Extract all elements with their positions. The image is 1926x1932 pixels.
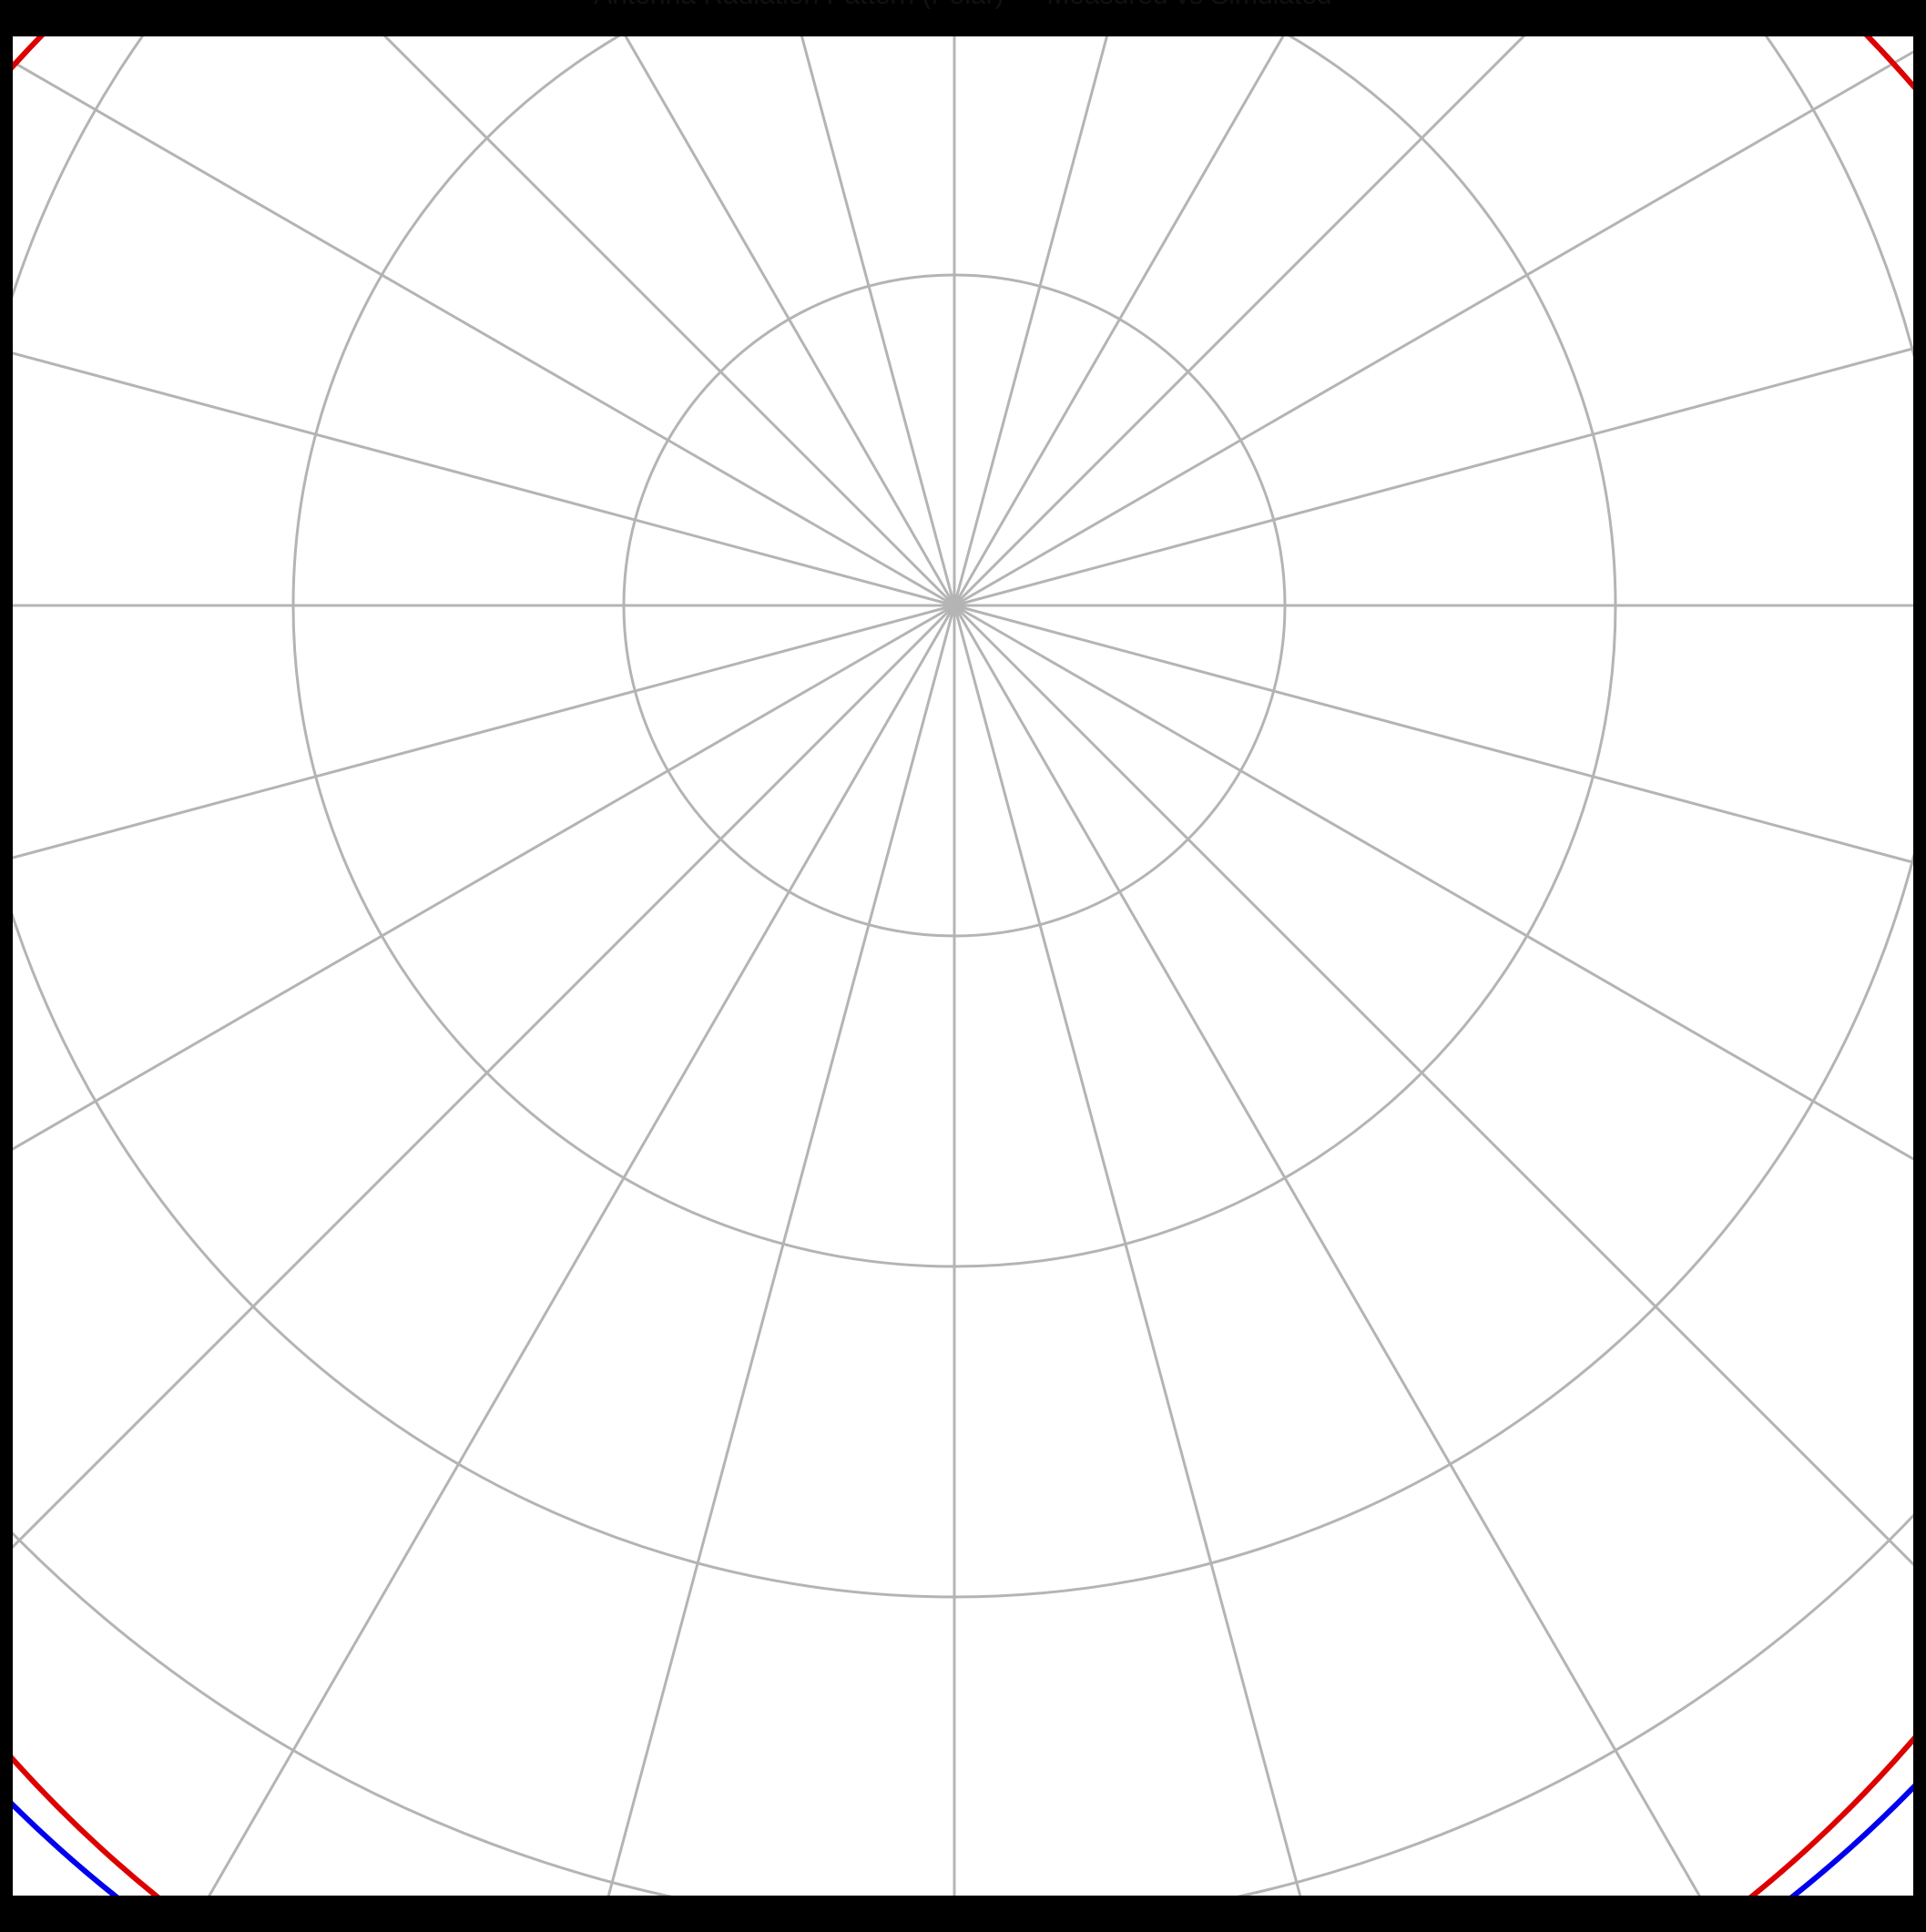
grid-ray-45 xyxy=(953,604,1913,1567)
series-0-trace xyxy=(13,36,1913,1896)
grid-ray-240 xyxy=(13,60,955,607)
series-layer xyxy=(13,36,1913,1896)
grid-ray-120 xyxy=(953,50,1913,607)
grid-ray-345 xyxy=(606,605,956,1896)
grid-ray-30 xyxy=(953,605,1701,1896)
grid-ring-3 xyxy=(13,1513,1913,1896)
grid-ray-225 xyxy=(382,36,956,607)
grid-ray-330 xyxy=(208,605,956,1896)
polar-plot-canvas xyxy=(13,36,1913,1896)
grid-ray-210 xyxy=(624,36,956,606)
grid-ray-75 xyxy=(953,604,1913,864)
plot-frame xyxy=(13,36,1913,1896)
polar-grid xyxy=(13,36,1913,1896)
grid-ray-165 xyxy=(953,36,1109,606)
grid-ring-4 xyxy=(13,36,1913,1896)
grid-ray-60 xyxy=(953,604,1913,1161)
grid-ring-2 xyxy=(13,36,1913,1599)
series-1-trace xyxy=(13,1783,1913,1896)
grid-ray-15 xyxy=(953,605,1302,1896)
grid-ray-135 xyxy=(953,36,1526,607)
grid-ray-255 xyxy=(13,351,955,607)
grid-ray-195 xyxy=(800,36,956,606)
grid-ray-150 xyxy=(953,36,1285,606)
grid-ray-105 xyxy=(953,347,1913,607)
grid-ray-300 xyxy=(13,604,955,1151)
page-title: Antenna Radiation Pattern (Polar) — Meas… xyxy=(0,0,1926,11)
grid-ray-285 xyxy=(13,604,955,859)
clipped-title-bar: Antenna Radiation Pattern (Polar) — Meas… xyxy=(0,0,1926,36)
grid-ray-315 xyxy=(13,604,956,1550)
